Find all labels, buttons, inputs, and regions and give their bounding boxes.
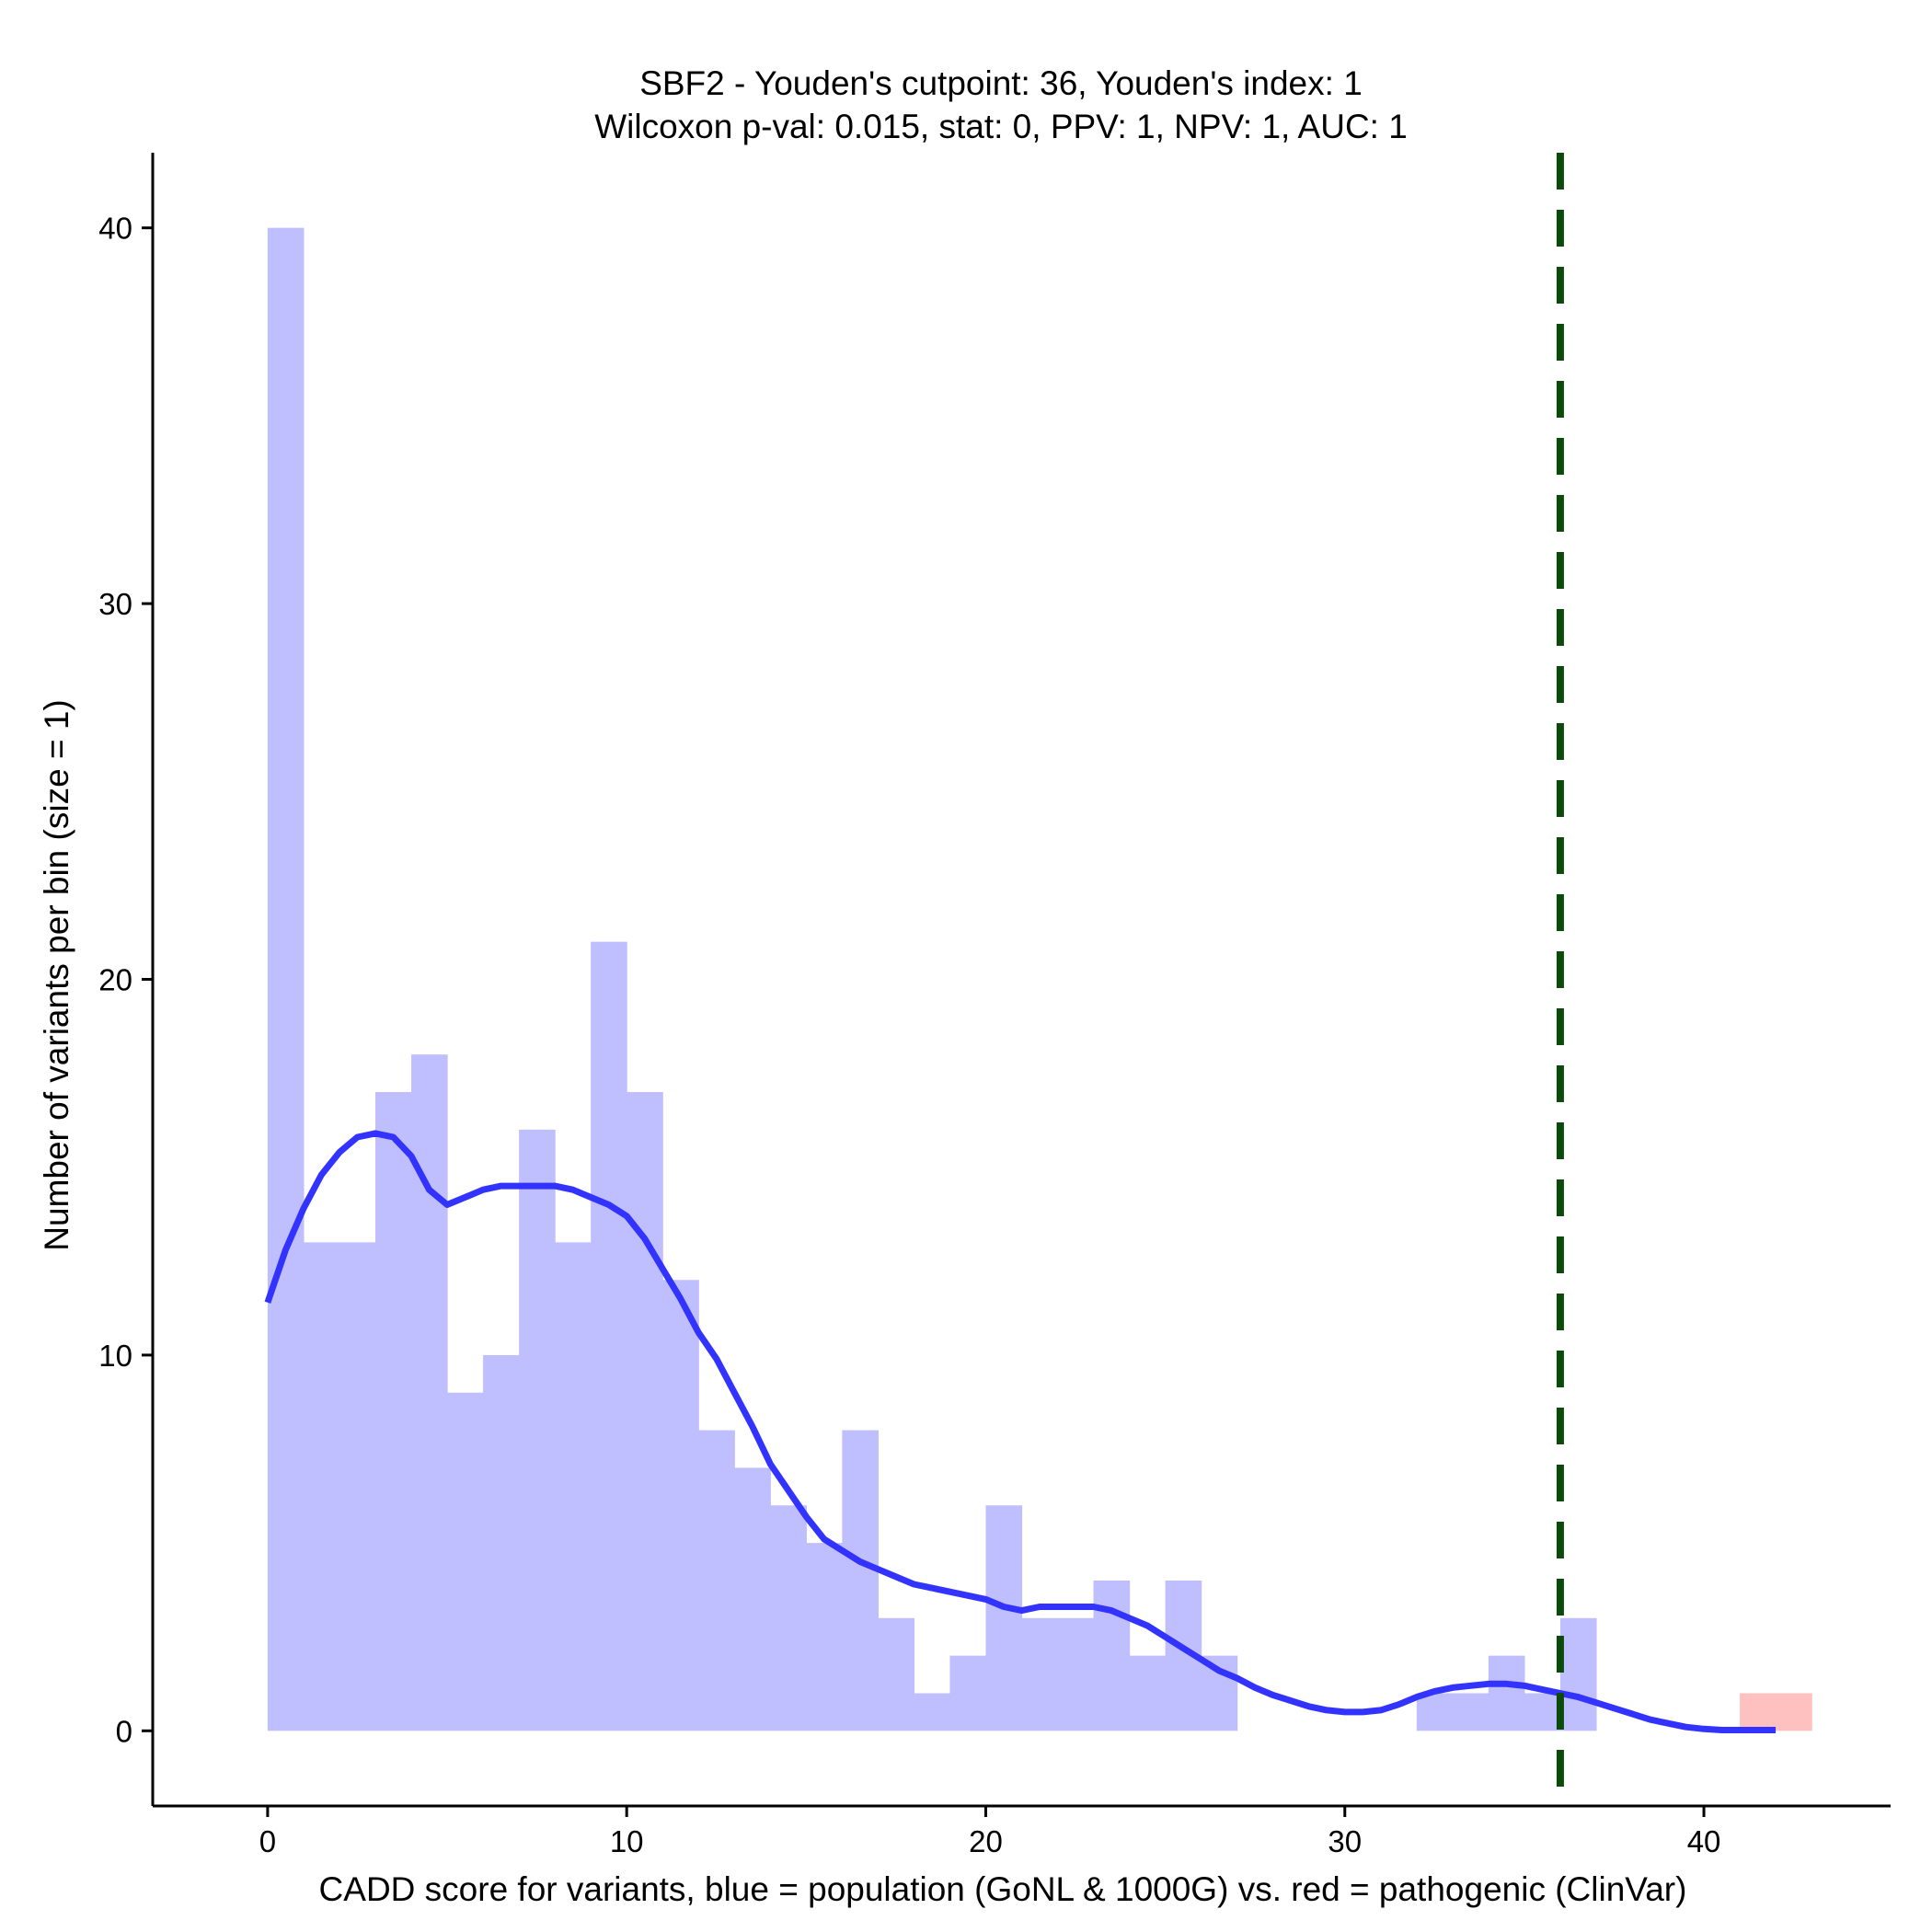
population-bar-9 bbox=[591, 941, 627, 1731]
population-bar-33 bbox=[1452, 1693, 1489, 1731]
population-bar-17 bbox=[878, 1617, 915, 1731]
population-bar-22 bbox=[1057, 1617, 1095, 1731]
pathogenic-bar-42 bbox=[1776, 1693, 1812, 1731]
population-bar-4 bbox=[411, 1054, 448, 1731]
x-axis-ticks: 0 10 20 30 40 bbox=[259, 1806, 1721, 1858]
x-tick-label-20: 20 bbox=[969, 1824, 1003, 1858]
population-bars bbox=[267, 227, 1597, 1731]
pathogenic-bars bbox=[1740, 1693, 1812, 1731]
y-tick-label-0: 0 bbox=[116, 1714, 132, 1748]
y-tick-label-10: 10 bbox=[98, 1339, 132, 1373]
density-curve bbox=[264, 1130, 1777, 1733]
population-bar-6 bbox=[483, 1354, 520, 1731]
population-bar-34 bbox=[1488, 1655, 1525, 1731]
population-bar-12 bbox=[698, 1430, 735, 1731]
y-tick-label-40: 40 bbox=[98, 212, 132, 246]
population-bar-1 bbox=[303, 1242, 340, 1731]
population-bar-18 bbox=[914, 1693, 951, 1731]
population-bar-5 bbox=[447, 1392, 484, 1731]
population-bar-8 bbox=[555, 1242, 592, 1731]
population-bar-3 bbox=[374, 1092, 412, 1731]
y-axis-title: Number of variants per bin (size = 1) bbox=[38, 699, 75, 1250]
x-axis-title: CADD score for variants, blue = populati… bbox=[319, 1870, 1687, 1908]
population-bar-7 bbox=[519, 1129, 556, 1731]
population-bar-24 bbox=[1129, 1655, 1167, 1731]
population-bar-36 bbox=[1559, 1617, 1597, 1731]
population-bar-35 bbox=[1524, 1693, 1561, 1731]
y-tick-label-30: 30 bbox=[98, 587, 132, 621]
x-tick-label-10: 10 bbox=[610, 1824, 644, 1858]
population-bar-15 bbox=[806, 1543, 843, 1731]
population-bar-14 bbox=[770, 1505, 807, 1731]
y-tick-label-20: 20 bbox=[98, 963, 132, 997]
population-bar-11 bbox=[662, 1280, 699, 1731]
population-bar-13 bbox=[734, 1467, 771, 1731]
population-bar-10 bbox=[627, 1092, 663, 1731]
chart-title-line1: SBF2 - Youden's cutpoint: 36, Youden's i… bbox=[639, 64, 1363, 102]
chart-title-line2: Wilcoxon p-val: 0.015, stat: 0, PPV: 1, … bbox=[594, 108, 1408, 145]
population-bar-20 bbox=[985, 1505, 1023, 1731]
population-bar-19 bbox=[949, 1655, 987, 1731]
pathogenic-bar-41 bbox=[1740, 1693, 1777, 1731]
population-bar-32 bbox=[1416, 1693, 1454, 1731]
population-bar-2 bbox=[339, 1242, 376, 1731]
population-bar-23 bbox=[1093, 1580, 1131, 1731]
y-axis-ticks: 0 10 20 30 40 bbox=[98, 212, 153, 1748]
population-bar-16 bbox=[842, 1430, 879, 1731]
x-tick-label-40: 40 bbox=[1687, 1824, 1721, 1858]
population-bar-26 bbox=[1201, 1655, 1238, 1731]
x-tick-label-30: 30 bbox=[1328, 1824, 1362, 1858]
population-bar-21 bbox=[1021, 1617, 1059, 1731]
x-tick-label-0: 0 bbox=[259, 1824, 276, 1858]
population-bar-0 bbox=[267, 227, 305, 1731]
